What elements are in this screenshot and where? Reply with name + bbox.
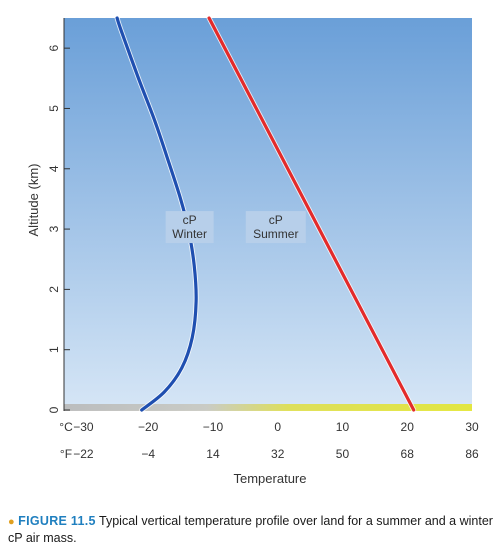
series-line-cp-summer [207,16,416,412]
ground-strip [64,404,472,411]
x-axis-title: Temperature [234,471,307,486]
y-axis-ticks: 0 1 2 3 4 5 6 [47,44,70,413]
y-tick-label: 2 [47,286,61,293]
series-label-bg [245,211,306,244]
y-tick-label: 6 [47,44,61,51]
x-tick-label-c: 10 [336,420,350,434]
x-tick-label-f: 32 [271,447,285,461]
x-tick-label-c: 0 [274,420,281,434]
figure-caption: ● FIGURE 11.5 Typical vertical temperatu… [8,513,498,546]
x-tick-label-f: −4 [141,447,155,461]
caption-text: Typical vertical temperature profile ove… [8,514,493,545]
x-tick-label-c: 30 [465,420,479,434]
series-label-bg [165,211,214,244]
series-label-cp-winter-line2: Winter [172,227,207,241]
x-tick-label-f: 86 [465,447,479,461]
caption-bullet-icon: ● [8,516,15,528]
series-layer [114,15,417,413]
series-label-cp-summer-line1: cP [269,213,283,227]
x-axis-ticks: −30 −22 −20 −4 −10 14 0 32 10 50 20 68 30 86 [73,420,479,461]
series-label-cp-summer-line2: Summer [253,227,298,241]
y-tick-label: 5 [47,105,61,112]
x-tick-label-f: −22 [73,447,94,461]
x-tick-label-c: −20 [138,420,159,434]
figure-number: FIGURE 11.5 [18,514,96,528]
y-tick-label: 0 [47,406,61,413]
x-tick-label-c: −30 [73,420,94,434]
y-axis-title: Altitude (km) [26,164,41,237]
x-unit-label-c: °C [59,420,73,434]
x-tick-label-f: 50 [336,447,350,461]
x-tick-label-c: 20 [401,420,415,434]
y-tick-label: 4 [47,165,61,172]
x-unit-label-f: °F [60,447,72,461]
y-tick-label: 1 [47,346,61,353]
x-tick-label-f: 14 [206,447,220,461]
series-label-cp-winter-line1: cP [183,213,197,227]
x-tick-label-c: −10 [203,420,224,434]
y-tick-label: 3 [47,225,61,232]
x-tick-label-f: 68 [401,447,415,461]
